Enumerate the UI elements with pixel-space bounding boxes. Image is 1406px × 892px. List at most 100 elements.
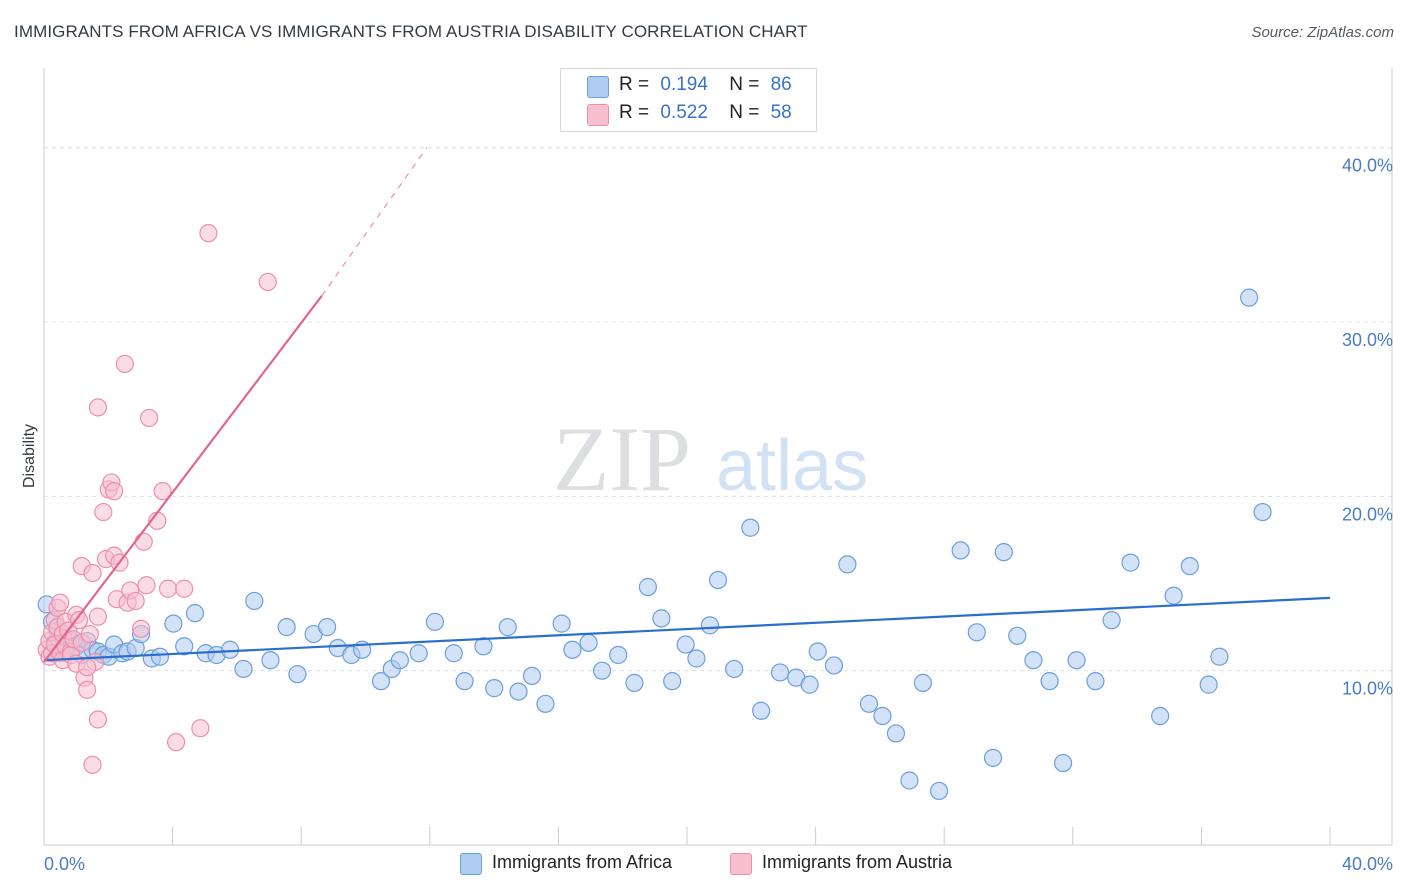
austria-point[interactable] (258, 272, 277, 292)
austria-point[interactable] (51, 593, 70, 612)
austria-point[interactable] (80, 624, 99, 644)
africa-point[interactable] (1024, 651, 1043, 670)
africa-point[interactable] (1210, 647, 1229, 666)
austria-point[interactable] (140, 408, 159, 428)
africa-point[interactable] (859, 694, 879, 713)
africa-point[interactable] (425, 612, 445, 631)
austria-point[interactable] (131, 619, 151, 638)
africa-point[interactable] (873, 706, 892, 726)
africa-point[interactable] (1008, 626, 1027, 645)
austria-point[interactable] (199, 224, 218, 243)
africa-point[interactable] (700, 616, 720, 635)
africa-point[interactable] (288, 665, 307, 684)
africa-point[interactable] (444, 644, 463, 663)
austria-point[interactable] (88, 607, 108, 626)
austria-point[interactable] (83, 755, 102, 774)
africa-point[interactable] (409, 644, 428, 663)
africa-point[interactable] (752, 701, 771, 720)
x-tick-label-min: 0.0% (44, 854, 85, 874)
austria-point[interactable] (94, 502, 113, 522)
africa-point[interactable] (900, 771, 919, 790)
austria-point[interactable] (175, 579, 194, 598)
africa-point[interactable] (967, 623, 986, 642)
africa-point[interactable] (261, 651, 280, 670)
austria-point[interactable] (115, 354, 134, 373)
africa-point[interactable] (1121, 553, 1140, 572)
africa-point[interactable] (838, 555, 857, 574)
africa-point[interactable] (390, 651, 409, 670)
africa-point[interactable] (886, 724, 906, 743)
africa-point[interactable] (687, 649, 706, 668)
africa-point[interactable] (563, 640, 582, 659)
austria-point[interactable] (88, 398, 108, 417)
africa-point[interactable] (498, 618, 517, 637)
africa-point[interactable] (609, 645, 628, 665)
africa-point[interactable] (1086, 672, 1105, 691)
africa-point[interactable] (1199, 675, 1218, 694)
africa-point[interactable] (220, 640, 240, 659)
africa-point[interactable] (1067, 651, 1086, 670)
africa-point[interactable] (485, 679, 504, 698)
africa-point[interactable] (983, 748, 1003, 767)
africa-point[interactable] (824, 656, 844, 675)
africa-point[interactable] (185, 604, 205, 623)
africa-point[interactable] (1164, 586, 1183, 605)
austria-point[interactable] (78, 658, 97, 677)
chart-title: IMMIGRANTS FROM AFRICA VS IMMIGRANTS FRO… (14, 22, 808, 41)
africa-point[interactable] (592, 661, 612, 680)
africa-point[interactable] (652, 609, 671, 628)
watermark: ZIP atlas (553, 408, 868, 510)
africa-point[interactable] (175, 637, 194, 656)
africa-point[interactable] (150, 647, 170, 666)
africa-point[interactable] (1151, 706, 1170, 726)
africa-point[interactable] (808, 642, 827, 661)
africa-point[interactable] (277, 618, 296, 637)
africa-point[interactable] (522, 666, 542, 686)
africa-point[interactable] (509, 682, 528, 701)
y-tick-label: 20.0% (1342, 504, 1393, 524)
africa-point[interactable] (951, 541, 970, 560)
africa-point[interactable] (536, 694, 555, 713)
austria-point[interactable] (104, 482, 124, 501)
austria-point[interactable] (167, 733, 186, 752)
austria-point[interactable] (137, 576, 156, 595)
africa-point[interactable] (234, 659, 253, 679)
africa-point[interactable] (741, 518, 760, 537)
africa-point[interactable] (638, 577, 658, 597)
africa-point[interactable] (455, 672, 474, 691)
austria-point[interactable] (78, 680, 97, 699)
africa-point[interactable] (625, 673, 644, 692)
austria-point[interactable] (153, 482, 172, 501)
africa-point[interactable] (770, 663, 790, 682)
austria-point[interactable] (158, 579, 178, 598)
africa-point[interactable] (371, 672, 391, 691)
africa-point[interactable] (1102, 611, 1121, 630)
africa-point[interactable] (1053, 753, 1073, 773)
tick-labels: 10.0% 20.0% 30.0% 40.0% 0.0% 40.0% (44, 156, 1393, 874)
africa-point[interactable] (164, 614, 183, 633)
africa-point[interactable] (800, 675, 819, 694)
africa-point[interactable] (676, 635, 695, 654)
africa-point[interactable] (1040, 672, 1059, 691)
africa-point[interactable] (663, 672, 682, 691)
africa-point[interactable] (994, 543, 1013, 562)
africa-point[interactable] (929, 781, 949, 801)
africa-point[interactable] (1253, 502, 1272, 522)
austria-point[interactable] (191, 719, 210, 738)
africa-point[interactable] (708, 570, 728, 590)
africa-point[interactable] (1240, 288, 1259, 307)
africa-point[interactable] (725, 659, 744, 679)
austria-point[interactable] (134, 532, 153, 551)
grid-lines (44, 147, 1392, 672)
africa-point[interactable] (1180, 556, 1199, 576)
austria-point[interactable] (69, 611, 89, 630)
africa-point[interactable] (913, 673, 932, 692)
austria-point[interactable] (83, 563, 102, 583)
africa-point[interactable] (245, 591, 264, 611)
africa-point[interactable] (579, 633, 598, 652)
africa-point[interactable] (474, 637, 493, 656)
austria-point[interactable] (88, 710, 108, 729)
africa-point[interactable] (552, 614, 571, 633)
austria-point[interactable] (126, 591, 145, 611)
africa-point[interactable] (317, 618, 337, 637)
